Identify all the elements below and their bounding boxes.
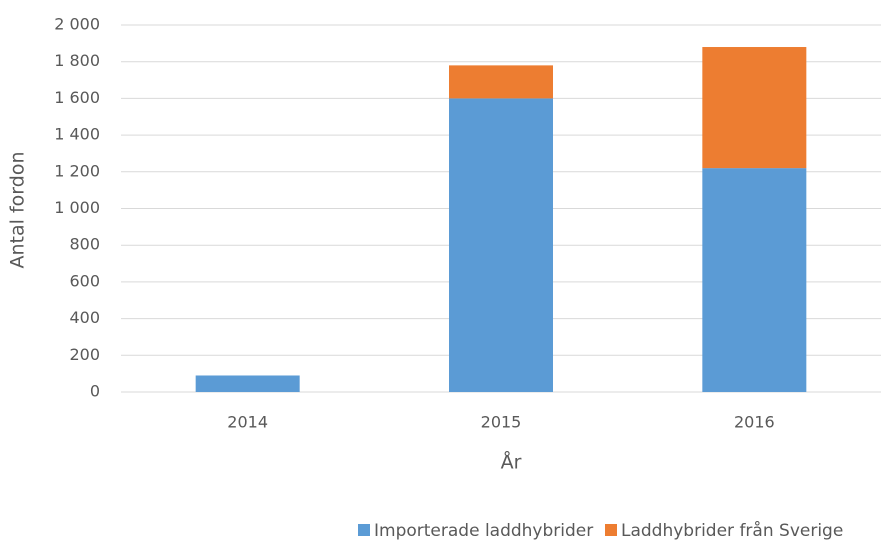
y-tick-label: 0	[90, 382, 100, 401]
bar-segment	[195, 375, 300, 392]
x-tick-label: 2014	[227, 413, 268, 432]
x-tick-label: 2016	[734, 413, 775, 432]
x-tick-label: 2015	[481, 413, 522, 432]
y-tick-label: 600	[69, 271, 100, 290]
y-tick-label: 1 600	[54, 88, 100, 107]
y-tick-label: 1 800	[54, 51, 100, 70]
bar-segment	[449, 98, 553, 393]
y-tick-label: 800	[69, 235, 100, 254]
y-tick-label: 1 400	[54, 125, 100, 144]
y-tick-label: 2 000	[54, 15, 100, 34]
legend-label: Laddhybrider från Sverige	[621, 520, 843, 541]
legend-label: Importerade laddhybrider	[374, 521, 593, 541]
y-tick-label: 1 000	[54, 198, 100, 217]
legend-swatch	[358, 524, 370, 536]
y-tick-label: 400	[69, 308, 100, 327]
y-tick-label: 200	[69, 345, 100, 364]
bar-segment	[702, 168, 807, 392]
bar-segment	[702, 47, 807, 169]
y-tick-label: 1 200	[54, 161, 100, 180]
y-axis-title: Antal fordon	[7, 152, 29, 269]
legend-swatch	[605, 524, 617, 536]
x-axis-title: År	[501, 451, 522, 474]
bar-segment	[449, 65, 553, 99]
